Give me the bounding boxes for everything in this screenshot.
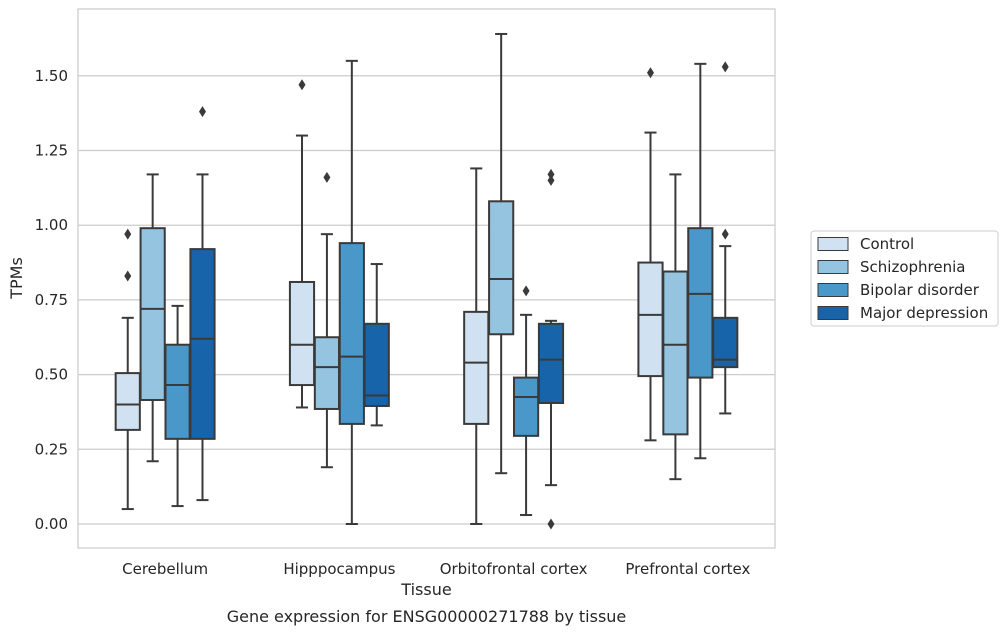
legend-swatch bbox=[817, 260, 849, 274]
y-tick-label: 0.00 bbox=[35, 515, 68, 533]
box-body bbox=[512, 376, 540, 437]
box-body bbox=[164, 343, 191, 440]
legend-swatch bbox=[817, 237, 849, 251]
chart-caption: Gene expression for ENSG00000271788 by t… bbox=[227, 607, 627, 626]
y-tick-label: 0.75 bbox=[35, 291, 68, 309]
box-plot-series bbox=[114, 32, 739, 530]
legend-frame bbox=[810, 230, 999, 327]
outlier-point bbox=[547, 174, 555, 186]
outlier-point bbox=[323, 171, 331, 183]
box-body bbox=[139, 227, 166, 401]
y-tick-label: 0.25 bbox=[35, 440, 68, 458]
y-axis-ticks: 0.00 0.25 0.50 0.75 1.00 1.25 1.50 bbox=[35, 67, 68, 533]
legend-entry: Schizophrenia bbox=[860, 258, 965, 276]
box-1-1 bbox=[313, 171, 341, 469]
y-tick-label: 1.25 bbox=[35, 142, 68, 160]
box-0-2 bbox=[164, 304, 191, 508]
x-tick-label: Hipppocampus bbox=[283, 560, 395, 578]
legend-swatch bbox=[817, 306, 849, 320]
x-tick-label: Prefrontal cortex bbox=[625, 560, 750, 578]
box-body bbox=[637, 261, 664, 378]
x-axis-ticks: Cerebellum Hipppocampus Orbitofrontal cort… bbox=[122, 560, 750, 578]
box-2-3 bbox=[537, 168, 565, 530]
plot-area-frame bbox=[77, 8, 776, 549]
outlier-point bbox=[547, 518, 555, 530]
legend-entry: Bipolar disorder bbox=[860, 281, 980, 299]
y-axis-label: TPMs bbox=[7, 257, 26, 300]
outlier-point bbox=[124, 228, 132, 240]
x-tick-label: Cerebellum bbox=[122, 560, 208, 578]
y-tick-label: 1.50 bbox=[35, 67, 68, 85]
outlier-point bbox=[298, 79, 306, 91]
box-body bbox=[662, 270, 689, 436]
outlier-point bbox=[721, 61, 729, 73]
box-body bbox=[363, 322, 390, 407]
legend-entry: Major depression bbox=[860, 304, 988, 322]
box-1-2 bbox=[338, 59, 365, 525]
box-0-1 bbox=[139, 173, 166, 463]
box-3-2 bbox=[687, 62, 714, 460]
box-1-0 bbox=[288, 79, 316, 409]
box-3-3 bbox=[712, 61, 739, 415]
outlier-point bbox=[199, 106, 207, 118]
box-body bbox=[488, 200, 515, 336]
outlier-point bbox=[522, 285, 530, 297]
box-1-3 bbox=[363, 263, 390, 427]
box-body bbox=[288, 280, 316, 387]
box-2-1 bbox=[488, 32, 515, 475]
box-body bbox=[463, 310, 490, 425]
box-body bbox=[338, 242, 365, 425]
y-tick-label: 0.50 bbox=[35, 366, 68, 384]
outlier-point bbox=[646, 67, 654, 79]
box-body bbox=[114, 372, 141, 431]
outlier-point bbox=[547, 168, 555, 180]
box-body bbox=[537, 322, 565, 404]
x-tick-label: Orbitofrontal cortex bbox=[440, 560, 588, 578]
box-2-2 bbox=[512, 285, 540, 517]
box-3-1 bbox=[662, 173, 689, 481]
box-body bbox=[189, 248, 216, 440]
legend-swatch bbox=[817, 283, 849, 297]
outlier-point bbox=[124, 270, 132, 282]
box-0-3 bbox=[189, 106, 216, 502]
box-0-0 bbox=[114, 228, 141, 511]
y-tick-label: 1.00 bbox=[35, 216, 68, 234]
box-body bbox=[687, 227, 714, 379]
box-2-0 bbox=[463, 167, 490, 525]
legend: Control Schizophrenia Bipolar disorder Majo… bbox=[810, 230, 999, 327]
outlier-point bbox=[721, 228, 729, 240]
legend-entry: Control bbox=[860, 235, 914, 253]
box-body bbox=[313, 336, 341, 410]
x-axis-label: Tissue bbox=[400, 580, 451, 599]
box-3-0 bbox=[637, 67, 664, 442]
